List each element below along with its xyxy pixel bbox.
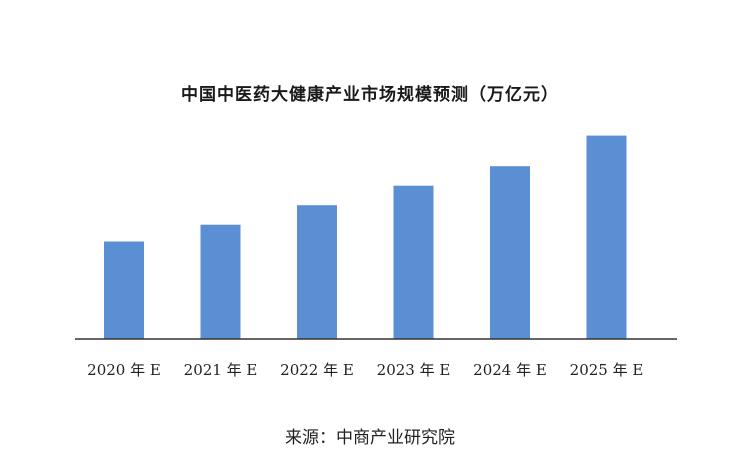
bar-6 (586, 135, 627, 339)
bar-2 (200, 224, 241, 339)
chart-title: 中国中医药大健康产业市场规模预测（万亿元） (181, 85, 559, 105)
bar-4 (393, 185, 434, 339)
bar-3 (297, 205, 337, 339)
x-tick-label: 2020 年 E (87, 361, 161, 379)
x-tick-label: 2022 年 E (280, 361, 354, 379)
x-tick-label: 2021 年 E (184, 361, 258, 379)
source-note: 来源：中商产业研究院 (285, 428, 455, 448)
x-tick-label: 2025 年 E (570, 361, 644, 379)
tick-labels-layer: 2020 年 E 2021 年 E 2022 年 E 2023 年 E 2024 年 E… (87, 361, 643, 379)
bars-layer (104, 135, 627, 339)
bar-5 (490, 166, 530, 339)
x-tick-label: 2023 年 E (377, 361, 451, 379)
x-tick-label: 2024 年 E (473, 361, 547, 379)
bar-1 (104, 241, 144, 339)
